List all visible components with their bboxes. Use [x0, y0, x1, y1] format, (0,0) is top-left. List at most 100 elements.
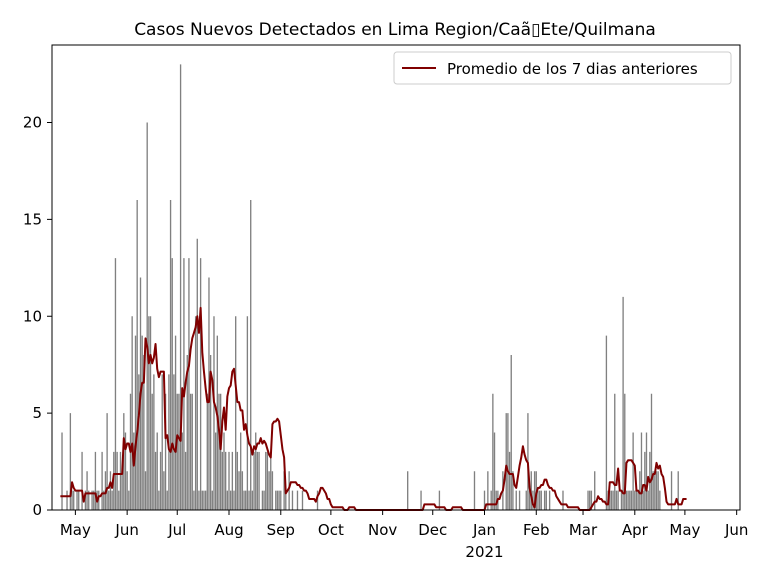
bar — [629, 490, 631, 511]
bar — [275, 490, 277, 511]
x-tick-label: Jul — [167, 521, 186, 539]
bar — [263, 490, 265, 511]
bar — [151, 393, 153, 510]
bar — [84, 490, 87, 511]
bar — [141, 335, 143, 511]
bar — [630, 490, 633, 511]
bar — [219, 393, 222, 510]
bar — [235, 316, 237, 510]
bar — [146, 122, 148, 510]
bar — [214, 432, 217, 510]
bar — [206, 393, 208, 510]
bar — [116, 451, 118, 511]
bar — [253, 451, 255, 511]
bar — [642, 490, 644, 511]
x-tick-label: Mar — [569, 521, 598, 539]
bar — [240, 432, 242, 510]
bar — [179, 64, 182, 511]
bar — [538, 490, 541, 511]
bar — [243, 490, 245, 511]
bar — [66, 490, 68, 511]
bar — [201, 490, 203, 511]
bar — [271, 471, 274, 510]
bar — [473, 471, 476, 510]
bar — [483, 490, 486, 511]
bar — [91, 490, 93, 511]
bar — [154, 451, 157, 511]
bar — [654, 471, 656, 510]
bar — [589, 490, 591, 511]
bar — [93, 490, 95, 511]
bar — [512, 471, 514, 510]
bar — [143, 355, 145, 510]
bar — [515, 490, 517, 511]
bar — [490, 490, 492, 511]
plot-frame — [51, 44, 741, 511]
y-tick-label: 5 — [32, 404, 42, 422]
legend-box — [393, 51, 732, 85]
bar — [610, 490, 613, 511]
bar — [594, 471, 596, 510]
bar — [587, 490, 589, 511]
bar — [228, 451, 230, 511]
bar — [677, 471, 679, 510]
bar — [171, 258, 173, 511]
bar — [612, 490, 614, 511]
bar — [158, 490, 160, 511]
bar — [114, 258, 117, 511]
bar — [407, 471, 409, 510]
bar — [236, 451, 239, 511]
bar — [647, 490, 649, 511]
bar — [640, 432, 643, 510]
bar — [188, 258, 190, 511]
bar — [231, 451, 234, 511]
bar — [251, 490, 254, 511]
bar — [518, 490, 521, 511]
bar — [238, 471, 240, 510]
bar — [296, 490, 299, 511]
bar — [246, 316, 249, 510]
bar — [86, 471, 88, 510]
bar — [156, 432, 158, 510]
bar — [108, 490, 110, 511]
bar — [189, 393, 192, 510]
bar — [213, 316, 215, 510]
bar — [537, 490, 539, 511]
bar — [245, 490, 247, 511]
bar — [657, 471, 659, 510]
bar — [69, 413, 72, 511]
bar — [78, 490, 80, 511]
bar — [650, 393, 653, 510]
bar — [256, 451, 259, 511]
bar — [545, 490, 547, 511]
bar — [138, 374, 140, 511]
x-tick-label: Oct — [318, 521, 344, 539]
bar — [131, 316, 133, 510]
bar — [276, 490, 279, 511]
bar — [639, 471, 641, 510]
x-tick-label: Sep — [267, 521, 295, 539]
bar — [505, 413, 507, 511]
bar — [438, 490, 441, 511]
bar — [178, 393, 180, 510]
bar — [121, 471, 123, 510]
bar — [508, 451, 511, 511]
x-tick-label: May — [669, 521, 700, 539]
bar — [590, 490, 593, 511]
legend-label: Promedio de los 7 dias anteriores — [447, 60, 698, 78]
bar — [133, 432, 135, 510]
bar — [615, 490, 618, 511]
bar — [261, 490, 264, 511]
bar — [163, 471, 165, 510]
bar — [533, 471, 536, 510]
bar — [659, 490, 661, 511]
x-tick-label: Jun — [724, 521, 748, 539]
bar — [124, 432, 127, 510]
bar — [507, 413, 509, 511]
bar — [625, 490, 628, 511]
y-tick-label: 20 — [23, 114, 42, 132]
bar — [136, 200, 138, 510]
bar — [241, 471, 244, 510]
